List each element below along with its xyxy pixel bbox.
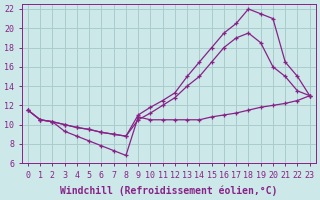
X-axis label: Windchill (Refroidissement éolien,°C): Windchill (Refroidissement éolien,°C)	[60, 185, 277, 196]
